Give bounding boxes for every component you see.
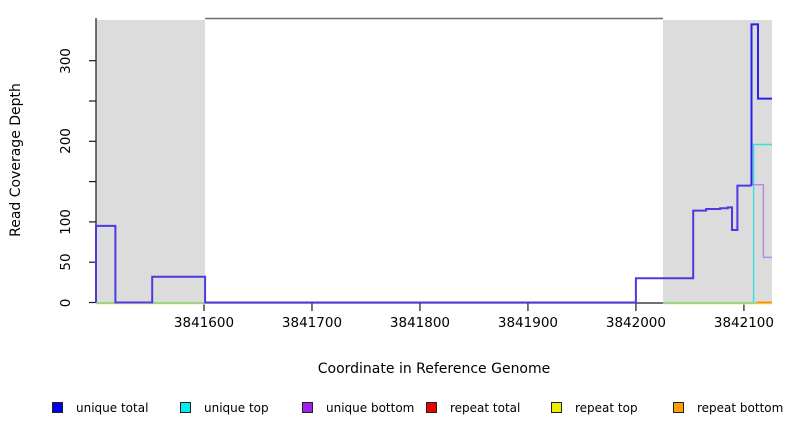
repeat-region-shading xyxy=(662,20,772,303)
unique-bottom-line xyxy=(751,184,772,259)
unique-total-main xyxy=(95,184,752,304)
y-tick-label: 50 xyxy=(58,253,74,271)
legend-label: repeat total xyxy=(450,400,521,415)
legend-label: unique total xyxy=(76,400,149,415)
x-tick-label: 3842000 xyxy=(605,315,666,331)
y-axis-title: Read Coverage Depth xyxy=(8,83,24,237)
unique-total-spike xyxy=(750,23,772,186)
y-tick-label: 0 xyxy=(58,298,74,307)
legend-label: unique bottom xyxy=(326,400,415,415)
legend-item-unique-bottom: unique bottom xyxy=(302,400,414,415)
legend-item-repeat-total: repeat total xyxy=(426,400,520,415)
x-tick-label: 3841900 xyxy=(497,315,558,331)
legend-item-repeat-top: repeat top xyxy=(551,400,638,415)
legend-swatch-icon xyxy=(551,402,562,413)
y-tick-label: 300 xyxy=(58,47,74,74)
x-axis-title: Coordinate in Reference Genome xyxy=(317,361,551,377)
legend-label: unique top xyxy=(204,400,269,415)
legend-item-unique-top: unique top xyxy=(180,400,269,415)
legend-swatch-icon xyxy=(426,402,437,413)
legend-swatch-icon xyxy=(52,402,63,413)
legend-swatch-icon xyxy=(673,402,684,413)
x-tick-label: 3841600 xyxy=(173,315,235,331)
y-tick-label: 200 xyxy=(58,128,74,155)
legend-swatch-icon xyxy=(302,402,313,413)
repeat-region-shading xyxy=(96,20,206,303)
x-tick-label: 3841800 xyxy=(389,315,451,331)
x-tick-label: 3842100 xyxy=(713,315,774,331)
legend-item-unique-total: unique total xyxy=(52,400,148,415)
y-tick-label: 100 xyxy=(58,209,74,235)
legend-label: repeat top xyxy=(575,400,638,415)
x-tick-label: 3841700 xyxy=(281,315,343,331)
legend-item-repeat-bottom: repeat bottom xyxy=(673,400,783,415)
legend-swatch-icon xyxy=(180,402,191,413)
unique-top-line xyxy=(752,143,772,303)
legend-label: repeat bottom xyxy=(697,400,784,415)
